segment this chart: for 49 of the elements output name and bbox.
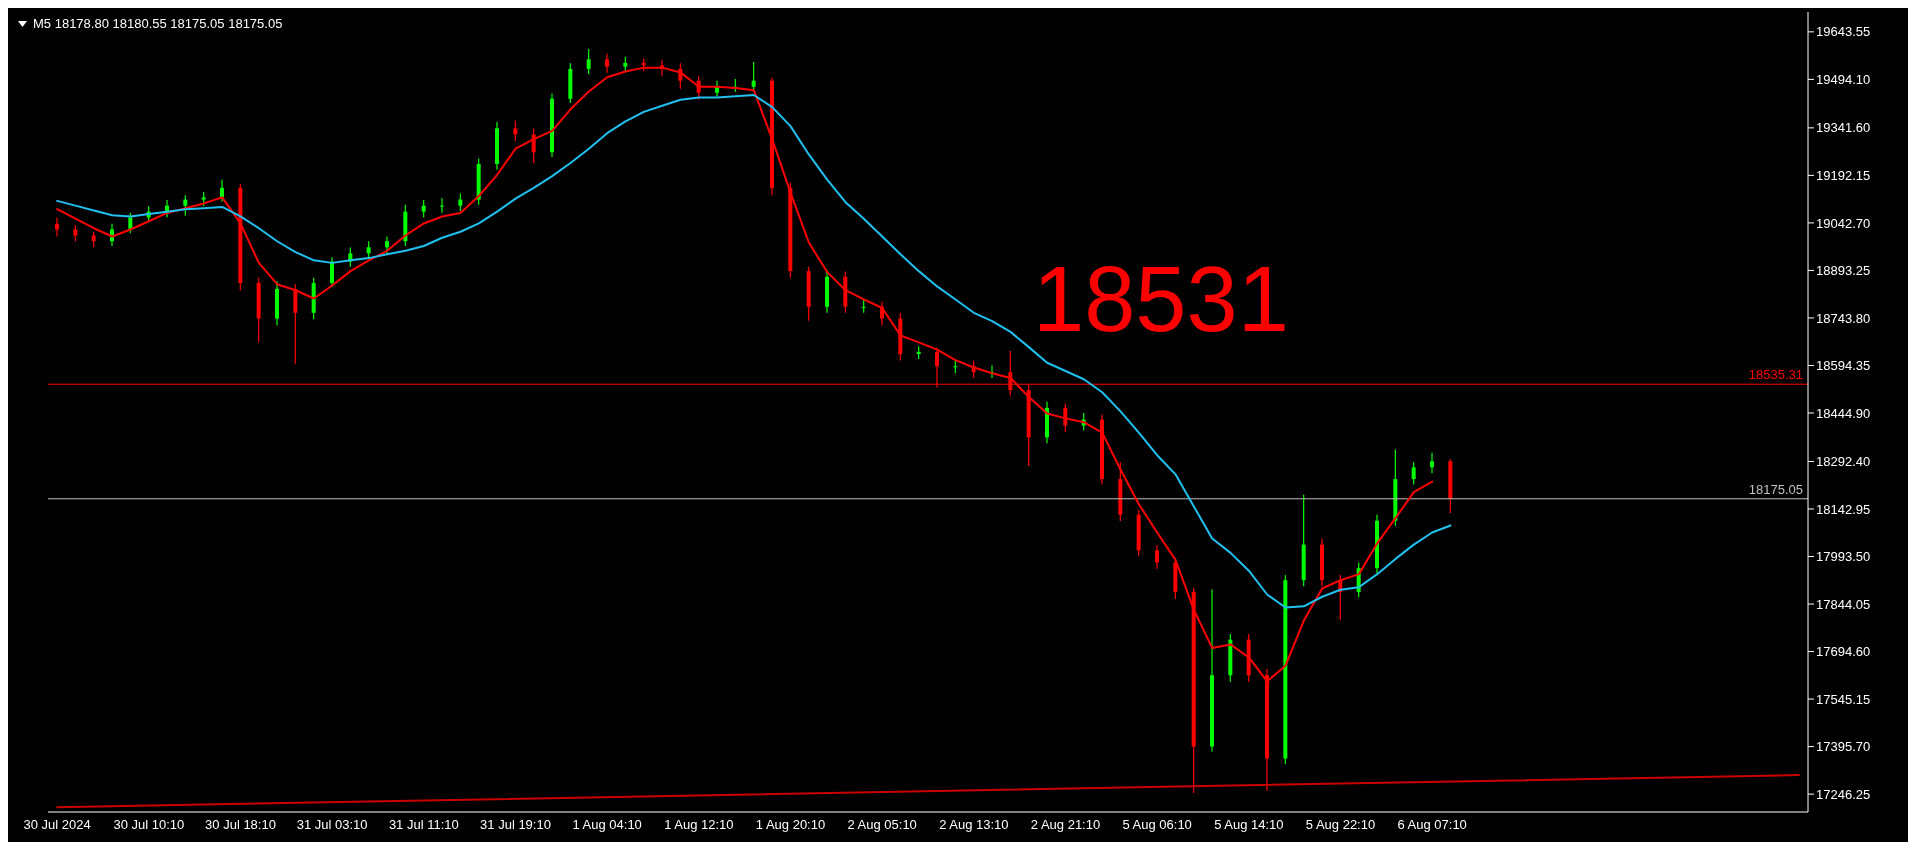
- line-series: [56, 93, 1452, 609]
- annotation: 18531: [1033, 248, 1289, 350]
- y-tick-label: 17246.25: [1816, 786, 1871, 802]
- y-tick-label: 17694.60: [1816, 644, 1871, 660]
- candlestick: [586, 48, 591, 75]
- x-tick-label: 2 Aug 21:10: [1030, 817, 1101, 833]
- ref-line-label: 18535.31: [1748, 367, 1803, 383]
- x-tick-label: 1 Aug 20:10: [755, 817, 826, 833]
- x-tick-label: 5 Aug 22:10: [1305, 817, 1376, 833]
- ref-line-label: 18175.05: [1748, 481, 1803, 497]
- candlestick: [293, 283, 298, 365]
- candlestick: [513, 119, 518, 142]
- x-tick-label: 30 Jul 2024: [23, 817, 91, 833]
- candlestick: [1155, 544, 1159, 570]
- y-tick-label: 18142.95: [1816, 501, 1871, 517]
- chart-title: M5 18178.80 18180.55 18175.05 18175.05: [33, 16, 283, 31]
- x-tick-label: 5 Aug 14:10: [1214, 817, 1284, 833]
- y-tick-label: 17993.50: [1816, 549, 1871, 565]
- y-tick-label: 18292.40: [1816, 454, 1871, 470]
- y-tick-label: 18444.90: [1816, 405, 1871, 421]
- x-tick-label: 31 Jul 03:10: [296, 817, 368, 833]
- candlestick: [1411, 461, 1416, 486]
- y-tick-label: 18743.80: [1816, 310, 1871, 326]
- x-tick-label: 2 Aug 05:10: [847, 817, 917, 833]
- x-tick-label: 30 Jul 18:10: [205, 817, 276, 833]
- y-tick-label: 19643.55: [1816, 24, 1871, 40]
- x-tick-label: 31 Jul 11:10: [388, 817, 459, 833]
- x-tick-label: 1 Aug 04:10: [572, 817, 642, 833]
- x-tick-label: 31 Jul 19:10: [480, 817, 551, 833]
- x-tick-label: 2 Aug 13:10: [939, 817, 1009, 833]
- y-tick-label: 17545.15: [1816, 691, 1871, 707]
- y-tick-label: 18594.35: [1816, 358, 1871, 374]
- x-tick-label: 30 Jul 10:10: [113, 817, 185, 833]
- x-tick-label: 6 Aug 07:10: [1397, 817, 1467, 833]
- candlestick: [183, 194, 188, 217]
- y-tick-label: 19192.15: [1816, 168, 1871, 183]
- candlestick: [1430, 452, 1434, 474]
- y-tick-label: 18893.25: [1816, 263, 1871, 279]
- y-tick-label: 17395.70: [1816, 739, 1871, 755]
- candlestick: [440, 197, 444, 214]
- y-tick-label: 17844.05: [1816, 596, 1871, 612]
- x-tick-label: 5 Aug 06:10: [1122, 817, 1192, 833]
- candlestick: [128, 212, 133, 234]
- x-tick-label: 1 Aug 12:10: [664, 817, 734, 833]
- y-tick-label: 19494.10: [1816, 71, 1871, 87]
- y-tick-label: 19042.70: [1816, 215, 1871, 231]
- y-tick-label: 19341.60: [1816, 120, 1871, 136]
- candlestick: [605, 53, 609, 74]
- candlestick: [1063, 402, 1068, 433]
